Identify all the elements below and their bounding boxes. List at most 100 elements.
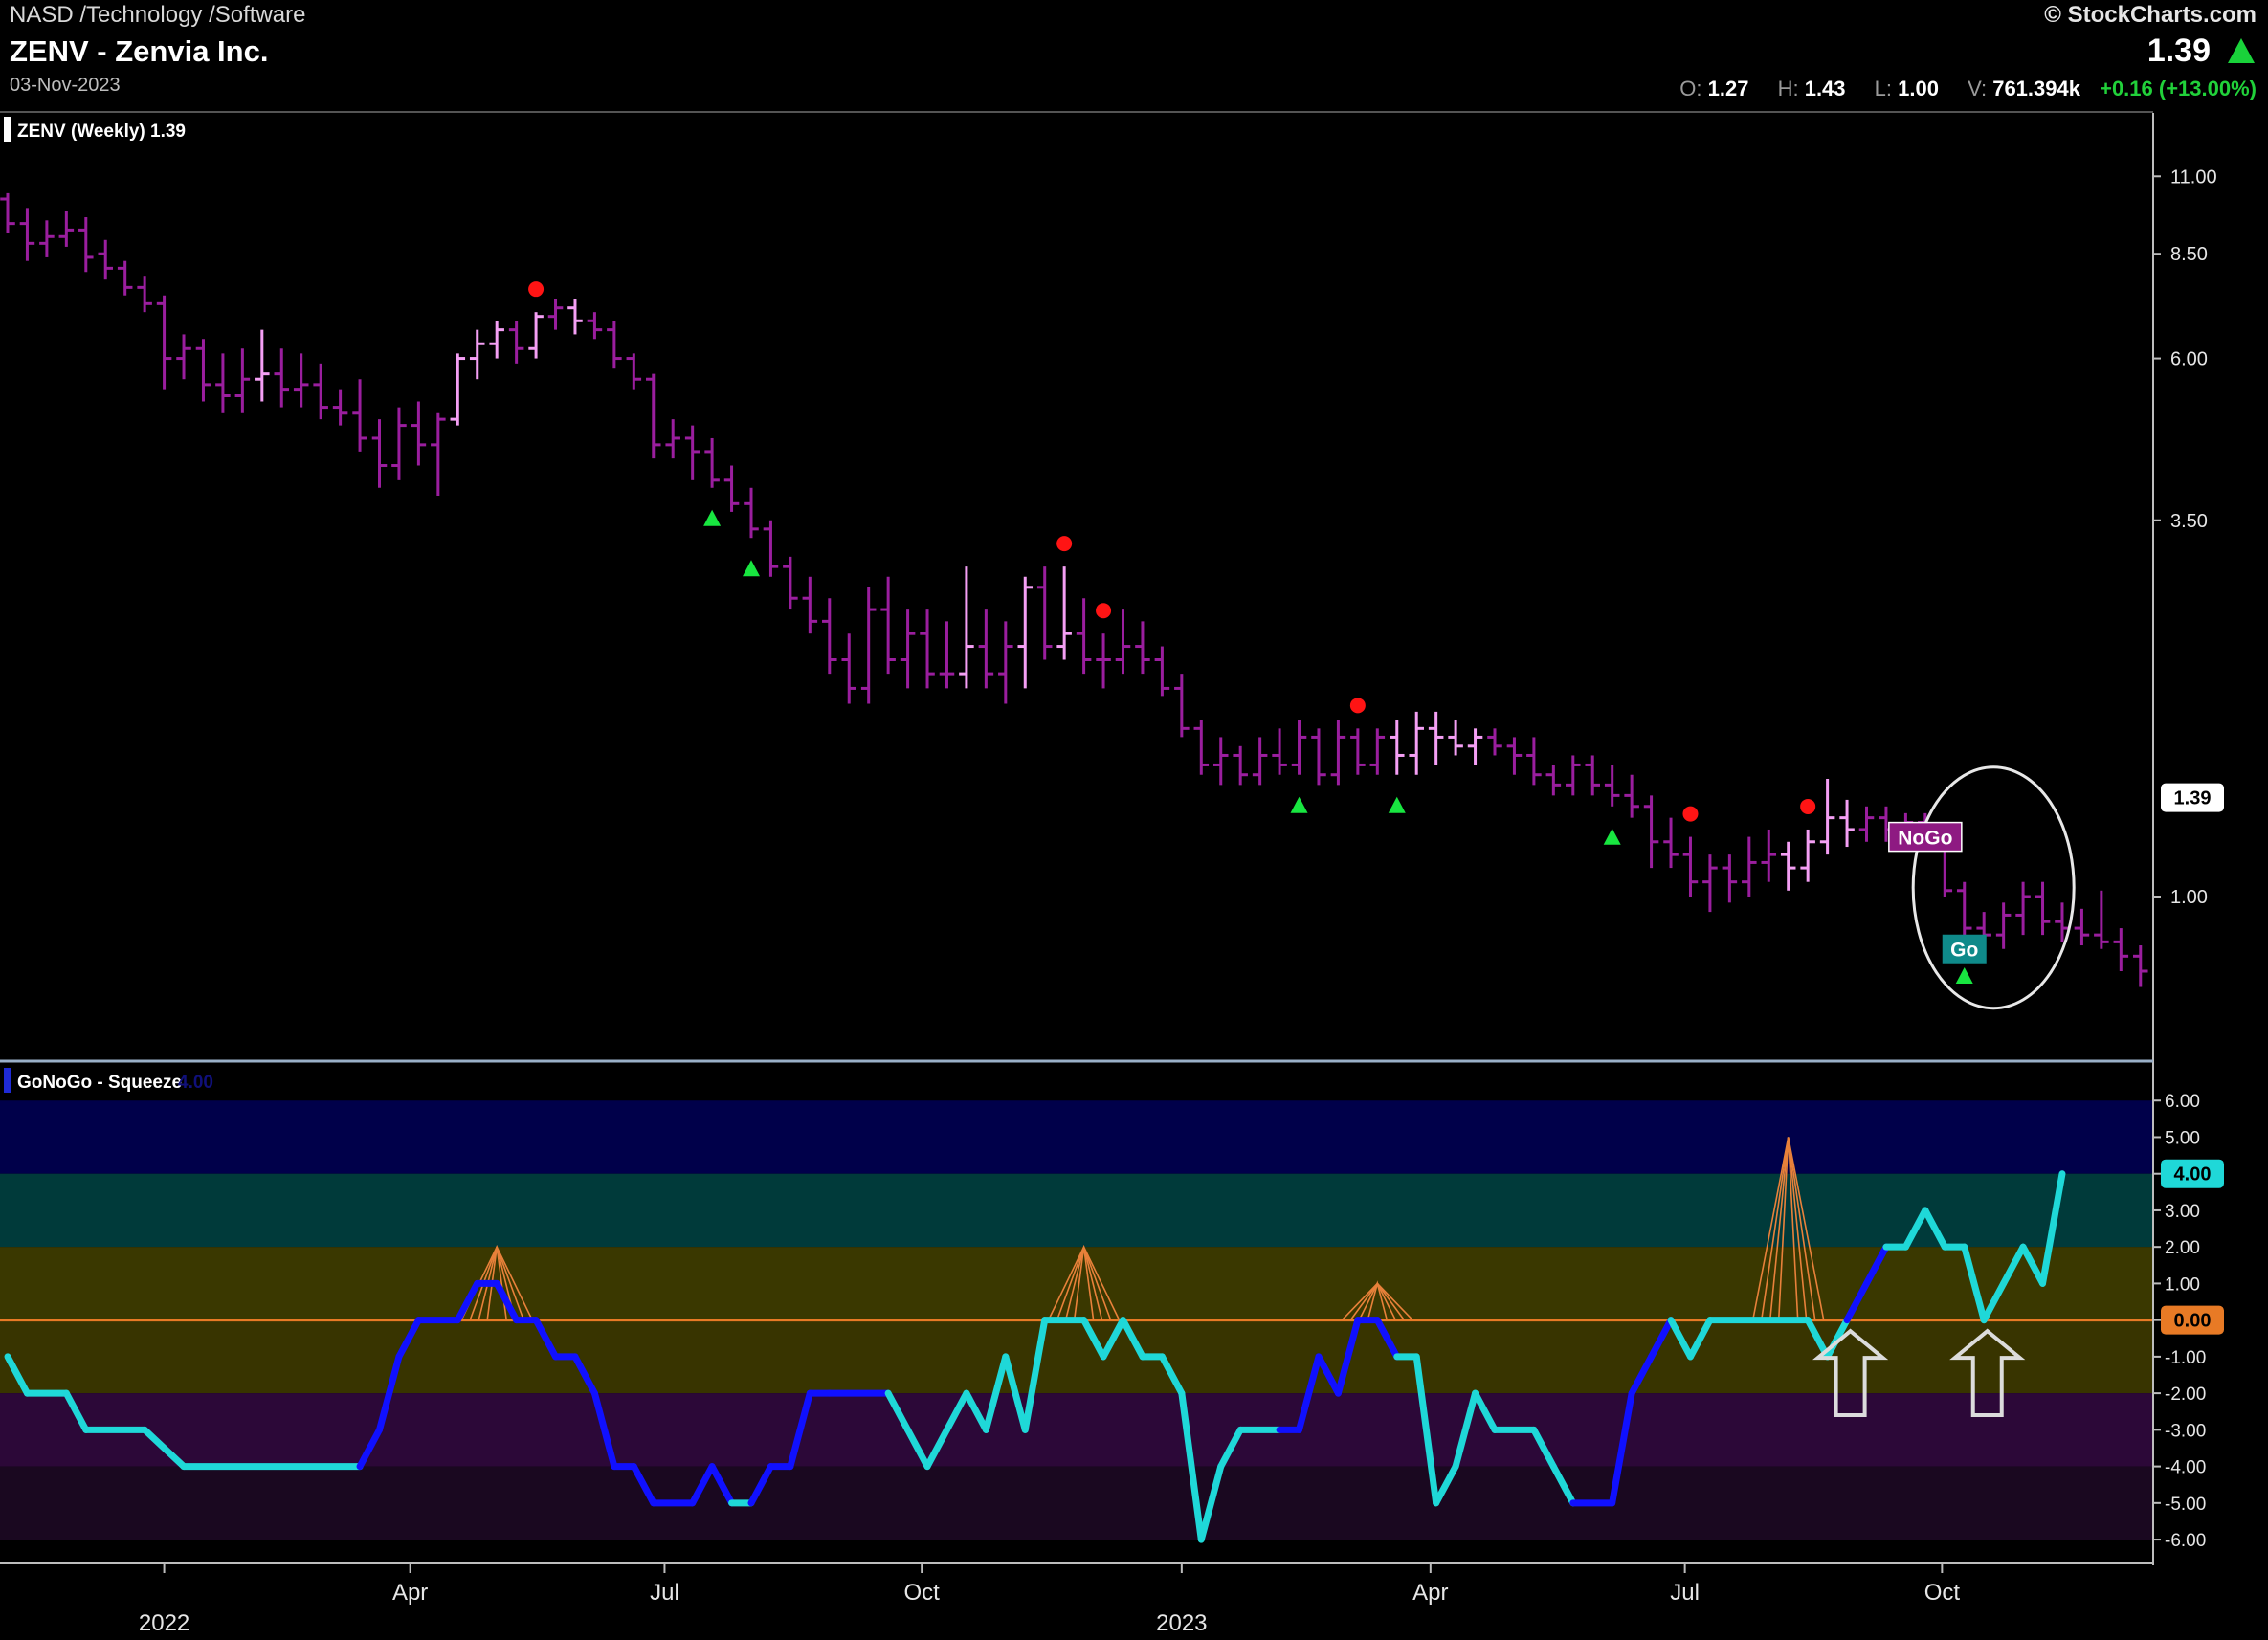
price-bar[interactable] <box>293 353 309 408</box>
price-bar[interactable] <box>1682 836 1699 898</box>
price-bar[interactable] <box>1409 711 1424 775</box>
price-bar[interactable] <box>1448 720 1463 756</box>
price-bar[interactable] <box>1761 829 1777 882</box>
price-bar[interactable] <box>1663 817 1679 869</box>
brand-logo[interactable]: © StockCharts.com <box>2044 2 2257 28</box>
price-bar[interactable] <box>1076 598 1092 675</box>
price-bar[interactable] <box>234 348 251 413</box>
price-bar[interactable] <box>255 329 270 402</box>
price-bar[interactable] <box>1193 720 1210 775</box>
price-bar[interactable] <box>1369 728 1386 775</box>
price-bar[interactable] <box>998 621 1013 704</box>
price-bar[interactable] <box>1056 566 1072 660</box>
price-bar[interactable] <box>431 412 446 496</box>
price-bar[interactable] <box>684 425 700 480</box>
price-bar[interactable] <box>0 192 15 233</box>
price-bar[interactable] <box>1428 711 1444 765</box>
price-bar[interactable] <box>1272 728 1287 775</box>
price-bar[interactable] <box>1839 799 1855 848</box>
price-bar[interactable] <box>195 339 211 402</box>
price-bar[interactable] <box>117 260 133 296</box>
price-bar[interactable] <box>352 379 367 452</box>
price-bar[interactable] <box>1722 854 1738 903</box>
price-bar[interactable] <box>78 217 94 273</box>
price-bar[interactable] <box>802 576 818 634</box>
price-bar[interactable] <box>1819 778 1835 855</box>
price-bar[interactable] <box>841 633 857 704</box>
price-bar[interactable] <box>469 329 485 380</box>
price-bar[interactable] <box>587 312 603 340</box>
price-panel[interactable]: NoGo Go <box>0 192 2268 1013</box>
price-bar[interactable] <box>1311 728 1326 786</box>
price-bar[interactable] <box>1506 737 1523 775</box>
price-bar[interactable] <box>1800 829 1815 882</box>
price-bar[interactable] <box>313 363 328 420</box>
price-bar[interactable] <box>1330 720 1346 786</box>
price-bar[interactable] <box>137 276 152 313</box>
price-bar[interactable] <box>2132 945 2148 987</box>
price-bar[interactable] <box>2015 881 2031 936</box>
price-bar[interactable] <box>547 299 564 330</box>
price-bar[interactable] <box>215 353 231 413</box>
price-bar[interactable] <box>2094 890 2109 949</box>
price-bar[interactable] <box>371 419 388 488</box>
price-bar[interactable] <box>939 621 955 689</box>
price-bar[interactable] <box>1566 755 1581 796</box>
price-bar[interactable] <box>1585 755 1601 796</box>
price-bar[interactable] <box>1135 621 1150 675</box>
price-bar[interactable] <box>1174 674 1190 738</box>
price-bar[interactable] <box>900 609 916 689</box>
price-bar[interactable] <box>645 373 661 459</box>
price-bar[interactable] <box>1036 566 1053 660</box>
price-bar[interactable] <box>1233 745 1248 786</box>
price-bar[interactable] <box>1017 576 1034 689</box>
price-bar[interactable] <box>274 348 290 408</box>
price-bar[interactable] <box>98 239 114 280</box>
price-bar[interactable] <box>626 353 642 390</box>
price-bar[interactable] <box>58 211 75 247</box>
price-bar[interactable] <box>450 353 466 426</box>
price-bar[interactable] <box>783 556 798 610</box>
price-bar[interactable] <box>39 220 55 257</box>
price-bar[interactable] <box>1545 765 1562 796</box>
price-bar[interactable] <box>1604 765 1620 807</box>
price-bar[interactable] <box>1212 737 1229 786</box>
price-bar[interactable] <box>1096 633 1111 689</box>
price-bar[interactable] <box>744 487 759 539</box>
price-bar[interactable] <box>1780 841 1796 891</box>
price-bar[interactable] <box>1291 720 1307 775</box>
price-bar[interactable] <box>704 437 720 488</box>
price-bar[interactable] <box>1115 609 1131 675</box>
price-bar[interactable] <box>2074 908 2090 946</box>
price-bar[interactable] <box>2035 881 2051 936</box>
price-bar[interactable] <box>959 566 974 689</box>
price-bar[interactable] <box>723 465 740 512</box>
oscillator-panel[interactable] <box>0 1100 2153 1543</box>
price-bar[interactable] <box>411 401 427 466</box>
price-bar[interactable] <box>1487 728 1502 756</box>
price-bar[interactable] <box>1624 774 1639 818</box>
price-bar[interactable] <box>1389 720 1405 775</box>
price-bar[interactable] <box>156 295 172 390</box>
price-bar[interactable] <box>822 598 837 675</box>
price-bar[interactable] <box>1252 737 1268 786</box>
price-bar[interactable] <box>978 609 994 689</box>
price-bar[interactable] <box>332 389 348 426</box>
price-bar[interactable] <box>391 407 407 480</box>
price-bar[interactable] <box>880 576 896 675</box>
price-bar[interactable] <box>567 299 583 335</box>
price-bar[interactable] <box>607 321 622 369</box>
price-bar[interactable] <box>1467 728 1483 765</box>
price-bar[interactable] <box>1702 854 1718 913</box>
price-bar[interactable] <box>1154 646 1170 697</box>
price-bar[interactable] <box>1643 795 1659 869</box>
price-bar[interactable] <box>489 321 504 359</box>
price-bar[interactable] <box>176 334 191 380</box>
price-bar[interactable] <box>1858 806 1875 842</box>
price-bar[interactable] <box>665 419 680 459</box>
price-bar[interactable] <box>763 520 779 577</box>
price-bar[interactable] <box>1526 737 1542 786</box>
price-bar[interactable] <box>528 312 544 359</box>
price-bar[interactable] <box>860 587 877 704</box>
